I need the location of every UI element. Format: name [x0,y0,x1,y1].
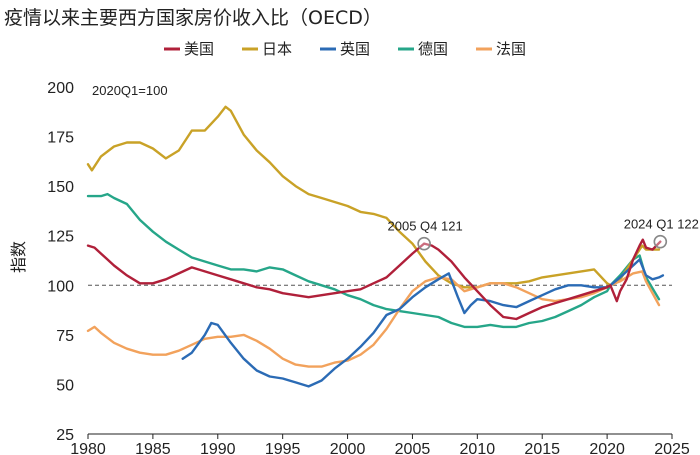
annotation-marker [653,234,668,249]
legend-label: 法国 [496,40,526,58]
annotation-marker [417,236,431,251]
y-tick-label: 100 [47,278,74,295]
legend: 美国 日本 英国 德国 法国 [164,40,526,58]
y-tick-label: 25 [56,427,74,444]
y-tick-label: 125 [47,229,74,246]
y-axis-label: 指数 [9,241,28,273]
series-line-0 [86,238,662,321]
annotation-label: 2024 Q1 122 [624,217,699,232]
x-tick-label: 2010 [460,441,496,455]
series-lines [86,105,665,388]
y-tick-label: 50 [56,377,74,394]
x-tick-label: 2015 [524,441,560,455]
x-tick-label: 1985 [135,441,171,455]
x-tick-label: 1995 [265,441,301,455]
legend-label: 美国 [184,40,214,58]
y-tick-label: 200 [47,80,74,97]
x-tick-label: 1990 [200,441,236,455]
series-line-4 [86,270,661,368]
series-line-3 [86,192,661,329]
annotation-label: 2005 Q4 121 [388,219,463,234]
x-tick-labels: 1980 1985 1990 1995 2000 2005 2010 2015 2020 2025 [70,434,690,455]
base-period-note: 2020Q1=100 [92,83,168,98]
legend-label: 德国 [418,40,448,58]
x-tick-label: 2005 [395,441,431,455]
y-tick-label: 150 [47,179,74,196]
series-line-1 [86,105,661,289]
plot-area: 1980 1985 1990 1995 2000 2005 2010 2015 2020 2025… [47,80,699,455]
chart-title: 疫情以来主要西方国家房价收入比（OECD） [4,7,382,29]
x-tick-label: 2020 [589,441,625,455]
y-tick-labels: 200 175 150 125 100 75 50 25 [47,80,74,444]
legend-label: 英国 [340,40,370,58]
series-line-2 [181,258,665,388]
x-tick-label: 1980 [70,441,106,455]
legend-label: 日本 [262,40,292,58]
annotations: 2005 Q4 121 2024 Q1 122 [388,217,699,251]
x-tick-label: 2025 [654,441,690,455]
x-tick-label: 2000 [330,441,366,455]
y-tick-label: 75 [56,328,74,345]
y-tick-label: 175 [47,130,74,147]
